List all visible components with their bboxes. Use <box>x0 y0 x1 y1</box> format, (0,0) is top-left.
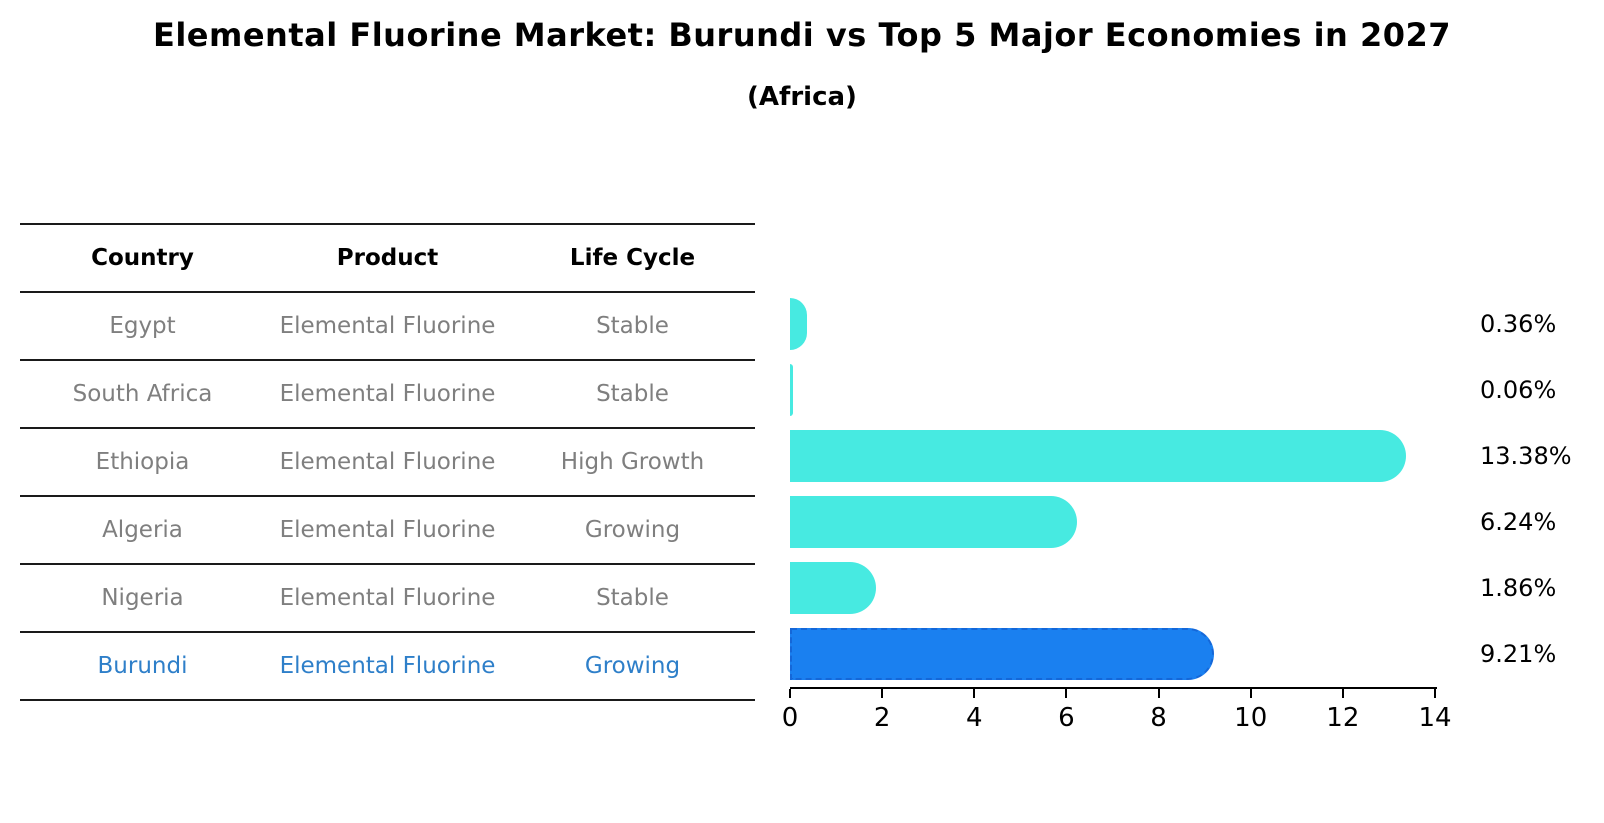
x-axis-tick-label: 8 <box>1150 703 1167 733</box>
x-axis-tick <box>1434 689 1436 698</box>
bar-value-label: 13.38% <box>1480 442 1572 470</box>
bar <box>790 298 807 350</box>
product-cell: Elemental Fluorine <box>279 313 496 339</box>
table-row: Algeria Elemental Fluorine Growing <box>20 497 755 565</box>
lifecycle-cell: Stable <box>596 585 669 611</box>
bar-value-label: 0.06% <box>1480 376 1557 404</box>
x-axis-tick <box>1065 689 1068 698</box>
product-cell: Elemental Fluorine <box>279 381 496 407</box>
table-row: Nigeria Elemental Fluorine Stable <box>20 565 755 633</box>
product-cell: Elemental Fluorine <box>279 653 496 679</box>
content-layout: Country Product Life Cycle Egypt Element… <box>20 223 1590 749</box>
bar <box>790 496 1078 548</box>
chart-row: 1.86% <box>790 555 1590 621</box>
bar-value-label: 9.21% <box>1480 640 1557 668</box>
lifecycle-cell: Growing <box>584 653 681 679</box>
country-cell: Algeria <box>102 517 183 543</box>
table-header-lifecycle: Life Cycle <box>569 245 696 271</box>
chart-row: 6.24% <box>790 489 1590 555</box>
country-cell: South Africa <box>72 381 213 407</box>
chart-row: 0.36% <box>790 291 1590 357</box>
table-body: Egypt Elemental Fluorine Stable South Af… <box>20 293 755 701</box>
x-axis-tick-label: 4 <box>966 703 983 733</box>
x-axis-tick <box>1341 689 1344 698</box>
country-cell: Ethiopia <box>95 449 190 475</box>
chart-row: 9.21% <box>790 621 1590 687</box>
bar <box>790 562 876 614</box>
bar-chart: 0.36% 0.06% 13.38% 6.24% 1.86% 9.21% 0 2 4… <box>782 223 1590 749</box>
country-cell: Burundi <box>97 653 188 679</box>
x-axis-tick <box>973 689 976 698</box>
bar-value-label: 0.36% <box>1480 310 1557 338</box>
country-cell: Nigeria <box>101 585 184 611</box>
table-header-country: Country <box>91 245 194 271</box>
table-row: Egypt Elemental Fluorine Stable <box>20 293 755 361</box>
x-axis: 0 2 4 6 8 10 12 14 <box>782 687 1452 749</box>
x-axis-tick-label: 12 <box>1326 703 1360 733</box>
bar <box>790 628 1215 680</box>
bar-value-label: 6.24% <box>1480 508 1557 536</box>
table-row: Burundi Elemental Fluorine Growing <box>20 633 755 701</box>
lifecycle-cell: Growing <box>584 517 681 543</box>
x-axis-tick-label: 2 <box>873 703 891 733</box>
x-axis-tick-label: 6 <box>1058 703 1075 733</box>
x-axis-tick <box>789 689 791 698</box>
country-cell: Egypt <box>109 313 176 339</box>
country-table: Country Product Life Cycle Egypt Element… <box>20 223 755 749</box>
chart-subtitle: (Africa) <box>747 82 857 112</box>
x-axis-tick-label: 10 <box>1234 703 1268 733</box>
table-header-product: Product <box>336 245 439 271</box>
x-axis-tick <box>1157 689 1160 698</box>
lifecycle-cell: Stable <box>596 381 669 407</box>
bar-value-label: 1.86% <box>1480 574 1557 602</box>
lifecycle-cell: Stable <box>596 313 669 339</box>
x-axis-tick-label: 14 <box>1418 703 1452 733</box>
bar <box>790 430 1407 482</box>
lifecycle-cell: High Growth <box>560 449 705 475</box>
table-row: Ethiopia Elemental Fluorine High Growth <box>20 429 755 497</box>
product-cell: Elemental Fluorine <box>279 449 496 475</box>
table-row: South Africa Elemental Fluorine Stable <box>20 361 755 429</box>
bar-chart-rows: 0.36% 0.06% 13.38% 6.24% 1.86% 9.21% <box>790 291 1590 687</box>
chart-row: 0.06% <box>790 357 1590 423</box>
product-cell: Elemental Fluorine <box>279 585 496 611</box>
x-axis-tick <box>881 689 884 698</box>
x-axis-tick <box>1249 689 1252 698</box>
bar <box>790 364 793 416</box>
x-axis-tick-label: 0 <box>781 703 799 733</box>
product-cell: Elemental Fluorine <box>279 517 496 543</box>
chart-title: Elemental Fluorine Market: Burundi vs To… <box>152 16 1452 54</box>
table-header-row: Country Product Life Cycle <box>20 225 755 293</box>
chart-row: 13.38% <box>790 423 1590 489</box>
